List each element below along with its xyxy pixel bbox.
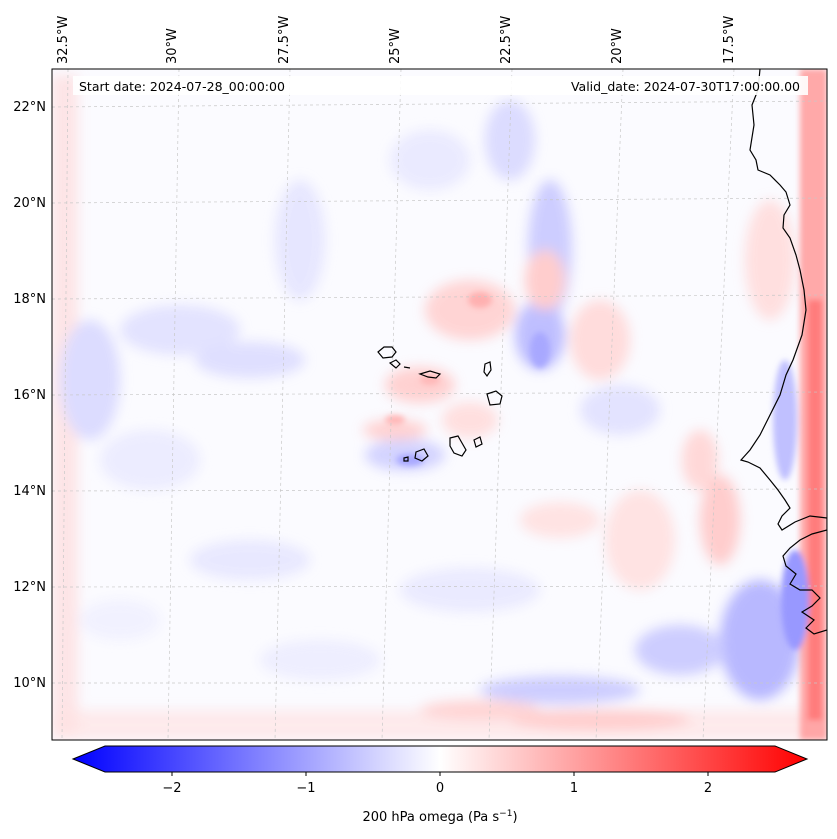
lon-label: 22.5°W xyxy=(499,16,514,64)
lat-label: 14°N xyxy=(13,484,46,499)
maio-island xyxy=(473,436,483,448)
omega-field xyxy=(52,69,827,740)
colorbar-ticks xyxy=(171,772,709,776)
sal-island xyxy=(483,361,492,378)
lon-label: 25°W xyxy=(388,28,403,64)
lat-label: 16°N xyxy=(13,388,46,403)
lon-label: 30°W xyxy=(165,28,180,64)
lat-label: 18°N xyxy=(13,292,46,307)
colorbar: −2 −1 0 1 2 200 hPa omega (Pa s−1) xyxy=(71,745,809,825)
sao-vicente-island xyxy=(388,359,401,369)
boa-vista-island xyxy=(486,390,503,406)
africa-coastline xyxy=(739,69,827,635)
sao-nicolau-island xyxy=(418,370,442,379)
santa-luzia-island xyxy=(403,366,411,369)
colorbar-tick-label: 2 xyxy=(704,781,712,796)
lat-label: 12°N xyxy=(13,580,46,595)
lon-label: 32.5°W xyxy=(56,16,71,64)
colorbar-label: 200 hPa omega (Pa s−1) xyxy=(362,809,517,825)
colorbar-tick-labels: −2 −1 0 1 2 xyxy=(162,781,712,796)
lat-label: 22°N xyxy=(13,100,46,115)
fogo-island xyxy=(414,448,429,462)
santo-antao-island xyxy=(377,346,397,359)
valid-date-label: Valid_date: 2024-07-30T17:00:00.00 xyxy=(571,79,800,94)
date-banner xyxy=(73,76,808,95)
santiago-island xyxy=(449,435,467,457)
coastlines xyxy=(377,69,827,635)
colorbar-tick-label: 1 xyxy=(570,781,578,796)
colorbar-tick-label: −1 xyxy=(296,781,315,796)
start-date-label: Start date: 2024-07-28_00:00:00 xyxy=(79,79,285,94)
colorbar-label-prefix: 200 hPa omega (Pa s xyxy=(362,810,499,825)
longitude-labels: 32.5°W 30°W 27.5°W 25°W 22.5°W 20°W 17.5… xyxy=(56,16,737,64)
colorbar-label-suffix: ) xyxy=(512,810,517,825)
lon-label: 17.5°W xyxy=(722,16,737,64)
map-panel: Start date: 2024-07-28_00:00:00 Valid_da… xyxy=(51,68,828,741)
lat-label: 20°N xyxy=(13,196,46,211)
colorbar-bar xyxy=(71,745,809,773)
lat-label: 10°N xyxy=(13,676,46,691)
brava-island xyxy=(403,456,409,462)
colorbar-tick-label: 0 xyxy=(436,781,444,796)
colorbar-tick-label: −2 xyxy=(162,781,181,796)
gridlines xyxy=(52,69,827,740)
latitude-labels: 22°N 20°N 18°N 16°N 14°N 12°N 10°N xyxy=(13,100,46,691)
lon-label: 27.5°W xyxy=(277,16,292,64)
lon-label: 20°W xyxy=(610,28,625,64)
map-frame xyxy=(51,68,828,741)
colorbar-label-exponent: −1 xyxy=(499,809,512,819)
